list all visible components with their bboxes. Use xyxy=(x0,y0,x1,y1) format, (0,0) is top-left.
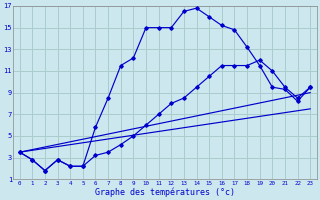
X-axis label: Graphe des températures (°c): Graphe des températures (°c) xyxy=(95,187,235,197)
